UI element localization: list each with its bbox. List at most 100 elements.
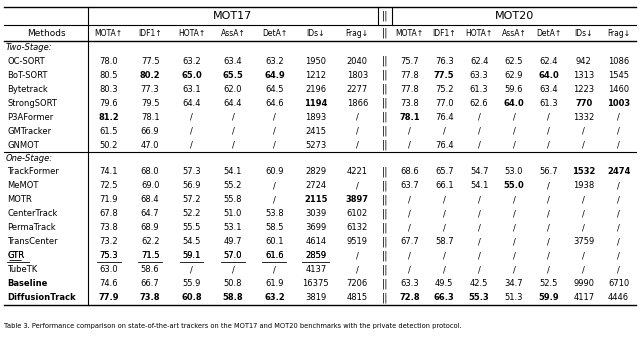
Text: IDs↓: IDs↓: [307, 29, 325, 37]
Text: ||: ||: [381, 126, 388, 136]
Text: 54.7: 54.7: [470, 167, 488, 177]
Text: 1938: 1938: [573, 182, 595, 190]
Text: 63.4: 63.4: [224, 57, 243, 65]
Text: /: /: [513, 126, 515, 135]
Text: /: /: [617, 251, 620, 261]
Text: 73.2: 73.2: [99, 238, 118, 246]
Text: /: /: [547, 182, 550, 190]
Text: 64.7: 64.7: [141, 210, 159, 218]
Text: 58.7: 58.7: [435, 238, 454, 246]
Text: 64.0: 64.0: [538, 70, 559, 80]
Text: 1460: 1460: [608, 85, 629, 93]
Text: /: /: [443, 251, 445, 261]
Text: 1223: 1223: [573, 85, 595, 93]
Text: 76.3: 76.3: [435, 57, 454, 65]
Text: 6710: 6710: [608, 279, 629, 288]
Text: /: /: [408, 141, 411, 150]
Text: 71.5: 71.5: [141, 251, 159, 261]
Text: 77.3: 77.3: [141, 85, 159, 93]
Text: 63.3: 63.3: [400, 279, 419, 288]
Text: 73.8: 73.8: [140, 294, 161, 303]
Text: /: /: [232, 141, 234, 150]
Text: 61.5: 61.5: [99, 126, 118, 135]
Text: /: /: [617, 210, 620, 218]
Text: 52.2: 52.2: [182, 210, 201, 218]
Text: 50.2: 50.2: [100, 141, 118, 150]
Text: 50.8: 50.8: [224, 279, 243, 288]
Text: ||: ||: [381, 181, 388, 191]
Text: ||: ||: [381, 11, 388, 21]
Text: 1332: 1332: [573, 113, 595, 122]
Text: /: /: [408, 251, 411, 261]
Text: ||: ||: [381, 84, 388, 94]
Text: /: /: [443, 266, 445, 275]
Text: MOTR: MOTR: [7, 195, 32, 205]
Text: 2277: 2277: [347, 85, 368, 93]
Text: ||: ||: [381, 112, 388, 122]
Text: 66.1: 66.1: [435, 182, 454, 190]
Text: /: /: [443, 126, 445, 135]
Text: /: /: [408, 126, 411, 135]
Text: /: /: [477, 223, 481, 233]
Text: 59.9: 59.9: [538, 294, 559, 303]
Text: 63.1: 63.1: [182, 85, 201, 93]
Text: HOTA↑: HOTA↑: [465, 29, 493, 37]
Text: 61.6: 61.6: [265, 251, 284, 261]
Text: 62.4: 62.4: [470, 57, 488, 65]
Text: 60.9: 60.9: [265, 167, 284, 177]
Text: /: /: [408, 195, 411, 205]
Text: /: /: [513, 210, 515, 218]
Text: 75.3: 75.3: [99, 251, 118, 261]
Text: 4221: 4221: [347, 167, 368, 177]
Text: 6132: 6132: [347, 223, 368, 233]
Text: 6102: 6102: [347, 210, 368, 218]
Text: 55.5: 55.5: [182, 223, 201, 233]
Text: 62.0: 62.0: [224, 85, 243, 93]
Text: 77.9: 77.9: [99, 294, 119, 303]
Text: IDs↓: IDs↓: [575, 29, 593, 37]
Text: 51.3: 51.3: [505, 294, 524, 303]
Text: 1532: 1532: [572, 167, 595, 177]
Text: /: /: [477, 210, 481, 218]
Text: 62.9: 62.9: [505, 70, 524, 80]
Text: 63.0: 63.0: [99, 266, 118, 275]
Text: 54.1: 54.1: [224, 167, 242, 177]
Text: /: /: [477, 113, 481, 122]
Text: Baseline: Baseline: [7, 279, 47, 288]
Text: /: /: [513, 141, 515, 150]
Text: 77.8: 77.8: [400, 85, 419, 93]
Text: /: /: [582, 210, 585, 218]
Text: 57.2: 57.2: [182, 195, 201, 205]
Text: /: /: [513, 223, 515, 233]
Text: /: /: [513, 266, 515, 275]
Text: 63.3: 63.3: [470, 70, 488, 80]
Text: /: /: [232, 113, 234, 122]
Text: 59.6: 59.6: [505, 85, 524, 93]
Text: /: /: [443, 210, 445, 218]
Text: 2474: 2474: [607, 167, 630, 177]
Text: 9519: 9519: [347, 238, 368, 246]
Text: ||: ||: [381, 140, 388, 150]
Text: /: /: [356, 266, 359, 275]
Text: /: /: [273, 195, 276, 205]
Text: 56.9: 56.9: [182, 182, 201, 190]
Text: 79.5: 79.5: [141, 98, 159, 108]
Text: StrongSORT: StrongSORT: [7, 98, 57, 108]
Text: /: /: [617, 182, 620, 190]
Text: 73.8: 73.8: [99, 223, 118, 233]
Text: 64.9: 64.9: [264, 70, 285, 80]
Text: /: /: [273, 141, 276, 150]
Text: Bytetrack: Bytetrack: [7, 85, 48, 93]
Text: 1545: 1545: [608, 70, 629, 80]
Text: DetA↑: DetA↑: [262, 29, 287, 37]
Text: /: /: [477, 195, 481, 205]
Text: 1950: 1950: [305, 57, 326, 65]
Text: 1003: 1003: [607, 98, 630, 108]
Text: 65.5: 65.5: [223, 70, 243, 80]
Text: IDF1↑: IDF1↑: [138, 29, 162, 37]
Text: 74.6: 74.6: [99, 279, 118, 288]
Text: MOTA↑: MOTA↑: [95, 29, 123, 37]
Text: 1086: 1086: [608, 57, 629, 65]
Text: Frag↓: Frag↓: [607, 29, 630, 37]
Text: /: /: [617, 195, 620, 205]
